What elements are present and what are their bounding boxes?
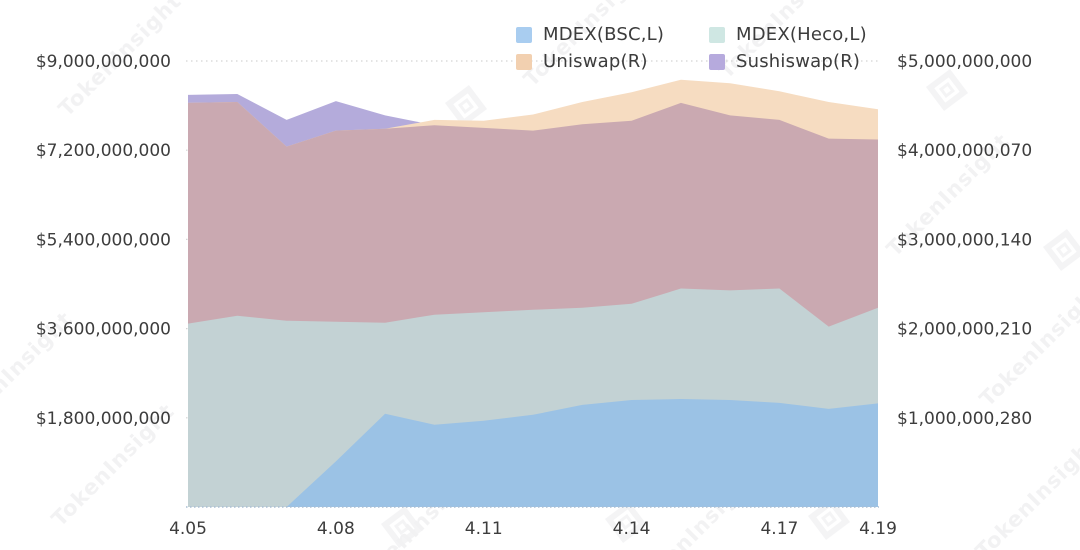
mdex-bsc-swatch-icon	[516, 26, 532, 43]
watermark-text: TokenInsight	[975, 279, 1080, 411]
x-axis-tick: 4.11	[465, 519, 503, 539]
legend-item-uniswap[interactable]: Uniswap(R)	[516, 49, 709, 74]
x-axis-tick: 4.05	[169, 519, 207, 539]
token-insight-logo-icon	[444, 84, 488, 128]
legend-item-mdex-bsc[interactable]: MDEX(BSC,L)	[516, 22, 709, 47]
right-axis-tick: $2,000,000,210	[897, 320, 1032, 340]
legend-label: Uniswap(R)	[543, 51, 648, 72]
legend-label: MDEX(BSC,L)	[543, 24, 665, 45]
legend-item-mdex-heco[interactable]: MDEX(Heco,L)	[709, 22, 867, 47]
right-axis-tick: $4,000,000,070	[897, 141, 1032, 161]
token-insight-logo-icon	[1042, 228, 1080, 272]
x-axis-tick: 4.19	[859, 519, 897, 539]
right-axis-tick: $3,000,000,140	[897, 230, 1032, 250]
mdex-heco-swatch-icon	[709, 26, 725, 43]
left-axis-tick: $9,000,000,000	[36, 52, 171, 72]
x-axis-tick: 4.17	[760, 519, 798, 539]
left-axis-tick: $1,800,000,000	[36, 409, 171, 429]
axis-labels: $1,800,000,000 $3,600,000,000 $5,400,000,0…	[36, 52, 1032, 539]
legend-label: MDEX(Heco,L)	[736, 24, 867, 45]
area-mdex-bsc	[188, 399, 878, 507]
token-insight-logo-icon	[380, 505, 424, 549]
right-axis-tick: $5,000,000,000	[897, 52, 1032, 72]
left-axis-tick: $5,400,000,000	[36, 230, 171, 250]
x-axis-tick: 4.14	[613, 519, 651, 539]
uniswap-swatch-icon	[516, 53, 532, 70]
token-insight-logo-icon	[604, 500, 648, 544]
legend-item-sushiswap[interactable]: Sushiswap(R)	[709, 49, 867, 74]
right-axis-tick: $1,000,000,280	[897, 409, 1032, 429]
watermark-text: TokenInsight	[971, 431, 1080, 550]
token-insight-logo-icon	[807, 497, 851, 541]
sushiswap-swatch-icon	[709, 53, 725, 70]
legend: MDEX(BSC,L) MDEX(Heco,L) Uniswap(R) Sush…	[516, 22, 867, 74]
area-layer	[188, 79, 878, 507]
token-insight-logo-icon	[925, 68, 969, 112]
x-axis-tick: 4.08	[317, 519, 355, 539]
legend-label: Sushiswap(R)	[736, 51, 861, 72]
left-axis-tick: $3,600,000,000	[36, 320, 171, 340]
left-axis-tick: $7,200,000,000	[36, 141, 171, 161]
